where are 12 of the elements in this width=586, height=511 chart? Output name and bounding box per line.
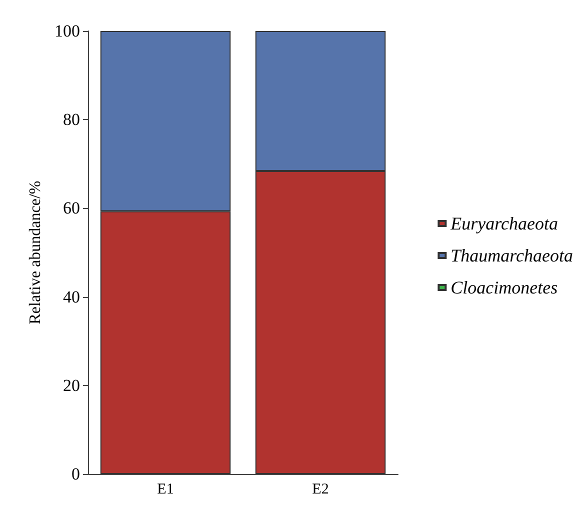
y-tick-label: 20 — [63, 376, 80, 395]
x-tick-label: E2 — [312, 482, 329, 498]
y-tick-label: 100 — [54, 22, 80, 40]
y-axis-title: Relative abundance/% — [27, 180, 44, 324]
y-tick-label: 0 — [72, 464, 80, 484]
legend-label: Cloacimonetes — [450, 278, 558, 298]
y-tick-label: 40 — [63, 287, 80, 306]
x-tick-label: E1 — [157, 482, 174, 498]
legend-label: Thaumarchaeota — [450, 246, 573, 266]
y-tick-label: 60 — [63, 198, 80, 218]
legend-label: Euryarchaeota — [450, 214, 558, 234]
y-tick-label: 80 — [63, 110, 80, 130]
